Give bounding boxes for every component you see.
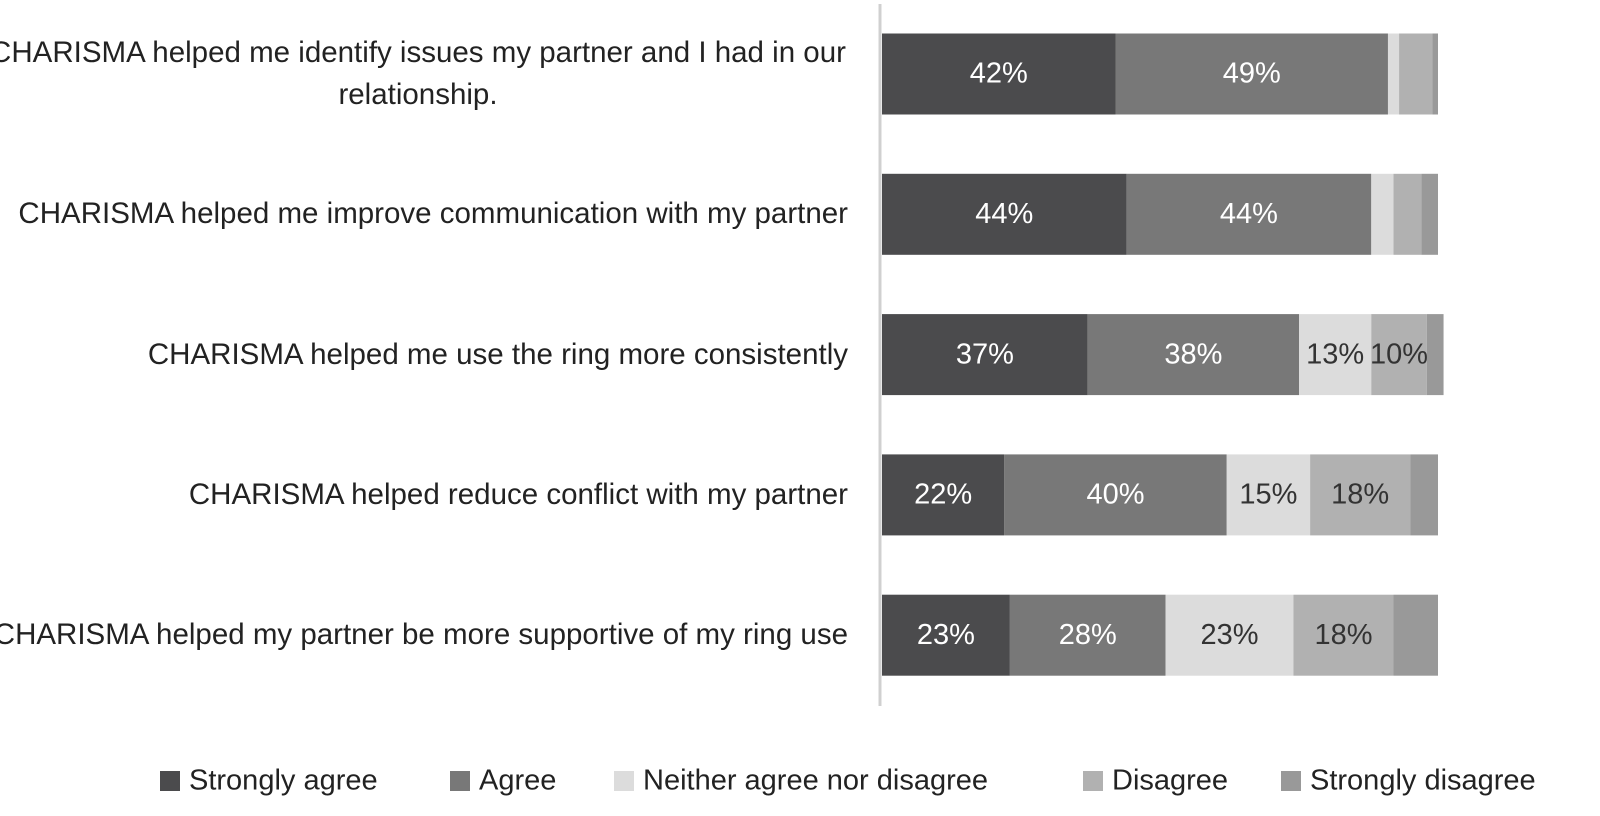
bar-segment (1299, 314, 1372, 396)
bar-segment (882, 594, 1010, 676)
legend-swatch (160, 771, 180, 791)
data-label: 15% (1239, 479, 1297, 511)
bar-segment (1387, 33, 1400, 115)
y-tick-label: CHARISMA helped me improve communication… (18, 197, 848, 231)
data-label: 10% (1370, 338, 1428, 370)
bar-segment (1432, 33, 1438, 115)
bar-segment (1310, 454, 1411, 536)
bar-segment (882, 33, 1116, 115)
bar-segment (1226, 454, 1311, 536)
data-label: 37% (956, 338, 1014, 370)
y-tick-label: CHARISMA helped me identify issues my pa… (0, 36, 846, 111)
category-label-box: CHARISMA helped me identify issues my pa… (0, 29, 848, 119)
bar-segment (1399, 33, 1433, 115)
category-label-box: CHARISMA helped reduce conflict with my … (0, 450, 848, 540)
legend-label: Disagree (1112, 765, 1228, 797)
bar-segment (1371, 173, 1394, 255)
bar-segment (1009, 594, 1166, 676)
legend-label: Strongly agree (189, 765, 378, 797)
legend-label: Strongly disagree (1310, 765, 1536, 797)
bar-segment (882, 173, 1127, 255)
data-label: 49% (1223, 58, 1281, 90)
data-label: 44% (975, 198, 1033, 230)
bar-segment (1421, 173, 1438, 255)
legend-swatch (1083, 771, 1103, 791)
category-label-box: CHARISMA helped me improve communication… (0, 169, 848, 259)
data-label: 28% (1059, 619, 1117, 651)
data-label: 23% (1200, 619, 1258, 651)
data-label: 18% (1314, 619, 1372, 651)
category-label-box: CHARISMA helped me use the ring more con… (0, 310, 848, 400)
legend-swatch (450, 771, 470, 791)
bar-segment (1087, 314, 1299, 396)
bar-segment (1410, 454, 1438, 536)
bar-segment (882, 314, 1088, 396)
data-label: 13% (1306, 338, 1364, 370)
data-label: 42% (970, 58, 1028, 90)
bar-segment (1426, 314, 1444, 396)
data-label: 38% (1164, 338, 1222, 370)
bar-segment (1126, 173, 1372, 255)
y-tick-label: CHARISMA helped reduce conflict with my … (188, 477, 848, 511)
bar-segment (1371, 314, 1427, 396)
data-label: 44% (1220, 198, 1278, 230)
bar-segment (1293, 594, 1394, 676)
data-label: 18% (1331, 479, 1389, 511)
bar-segment (1393, 173, 1422, 255)
data-label: 23% (917, 619, 975, 651)
legend-swatch (614, 771, 634, 791)
bar-segment (882, 454, 1005, 536)
data-label: 40% (1086, 479, 1144, 511)
category-label-box: CHARISMA helped my partner be more suppo… (0, 590, 848, 680)
y-tick-label: CHARISMA helped my partner be more suppo… (0, 618, 848, 652)
legend-label: Agree (479, 765, 556, 797)
bar-segment (1004, 454, 1227, 536)
bar-segment (1393, 594, 1438, 676)
legend-label: Neither agree nor disagree (643, 765, 988, 797)
bar-segment (1115, 33, 1388, 115)
data-label: 22% (914, 479, 972, 511)
y-tick-label: CHARISMA helped me use the ring more con… (147, 337, 848, 371)
bar-segment (1165, 594, 1294, 676)
legend-swatch (1281, 771, 1301, 791)
